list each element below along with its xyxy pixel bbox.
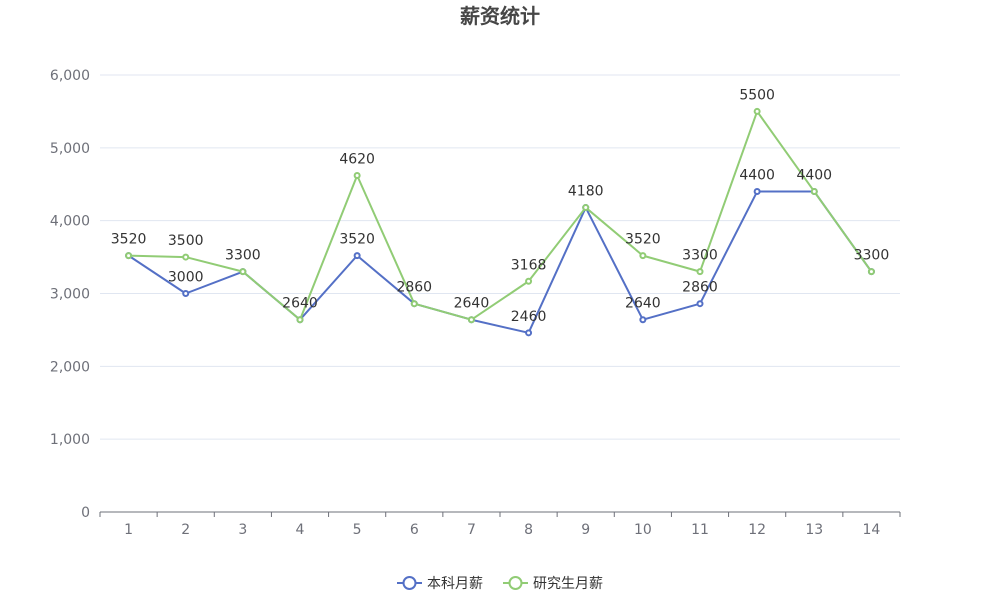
legend-label: 本科月薪	[427, 576, 483, 592]
x-tick-label: 14	[863, 522, 881, 538]
series-lines	[125, 107, 875, 337]
y-tick-label: 2,000	[50, 359, 90, 375]
y-tick-label: 3,000	[50, 287, 90, 303]
data-label: 3300	[682, 248, 718, 264]
legend-marker-icon	[508, 576, 523, 590]
data-label: 3520	[111, 232, 147, 248]
x-tick-label: 6	[410, 522, 419, 538]
legend: 本科月薪 研究生月薪	[397, 576, 603, 592]
x-tick-label: 1	[124, 522, 133, 538]
data-label: 5500	[739, 87, 775, 103]
y-tick-label: 5,000	[50, 141, 90, 157]
x-tick-label: 10	[634, 522, 652, 538]
data-label: 3520	[339, 232, 375, 248]
chart-title: 薪资统计	[460, 4, 540, 28]
data-point	[410, 300, 418, 308]
data-label: 4400	[739, 168, 775, 184]
x-tick-label: 13	[805, 522, 823, 538]
y-tick-label: 0	[81, 505, 90, 521]
series-line-2	[127, 110, 873, 321]
y-tick-label: 4,000	[50, 214, 90, 230]
data-label: 4620	[339, 152, 375, 168]
grid-lines	[100, 74, 900, 440]
x-tick-label: 12	[748, 522, 766, 538]
data-point	[525, 277, 533, 285]
data-labels: 3000 2640 3520 2860 2460 2640 2860 4400 3520 3500…	[111, 87, 889, 324]
x-tick-label: 4	[296, 522, 305, 538]
data-point	[810, 188, 818, 196]
data-point	[125, 252, 133, 260]
data-point	[639, 316, 647, 324]
x-tick-label: 8	[524, 522, 533, 538]
data-point	[239, 268, 247, 276]
data-point	[353, 252, 361, 260]
data-point	[696, 300, 704, 308]
data-label: 2460	[511, 309, 547, 325]
data-label: 3168	[511, 257, 547, 273]
x-tick-label: 7	[467, 522, 476, 538]
x-tick-label: 11	[691, 522, 709, 538]
data-point	[182, 290, 190, 297]
x-tick-label: 2	[181, 522, 190, 538]
data-point	[867, 268, 875, 276]
data-label: 2860	[396, 280, 432, 296]
x-tick-label: 5	[353, 522, 362, 538]
data-label: 4180	[568, 184, 604, 200]
data-point	[182, 253, 190, 261]
data-point	[525, 329, 533, 337]
data-point	[582, 204, 590, 212]
data-label: 3520	[625, 232, 661, 248]
legend-marker-icon	[402, 576, 417, 590]
data-label: 3300	[225, 248, 261, 264]
data-label: 4400	[796, 168, 832, 184]
data-point	[296, 316, 304, 324]
y-tick-label: 6,000	[50, 68, 90, 84]
data-label: 3300	[854, 248, 890, 264]
x-tick-label: 9	[581, 522, 590, 538]
legend-label: 研究生月薪	[533, 576, 603, 592]
y-tick-label: 1,000	[50, 432, 90, 448]
data-point	[696, 268, 704, 276]
data-label: 3500	[168, 233, 204, 249]
data-point	[753, 188, 761, 196]
legend-item-2: 研究生月薪	[503, 576, 603, 592]
data-point	[467, 316, 475, 324]
legend-item-1: 本科月薪	[397, 576, 483, 592]
data-label: 2640	[282, 296, 318, 312]
data-label: 2640	[454, 296, 490, 312]
data-label: 3000	[168, 270, 204, 286]
x-tick-label: 3	[238, 522, 247, 538]
data-label: 2860	[682, 280, 718, 296]
data-point	[353, 172, 361, 180]
data-label: 2640	[625, 296, 661, 312]
data-point	[639, 252, 647, 260]
data-point	[753, 107, 761, 115]
